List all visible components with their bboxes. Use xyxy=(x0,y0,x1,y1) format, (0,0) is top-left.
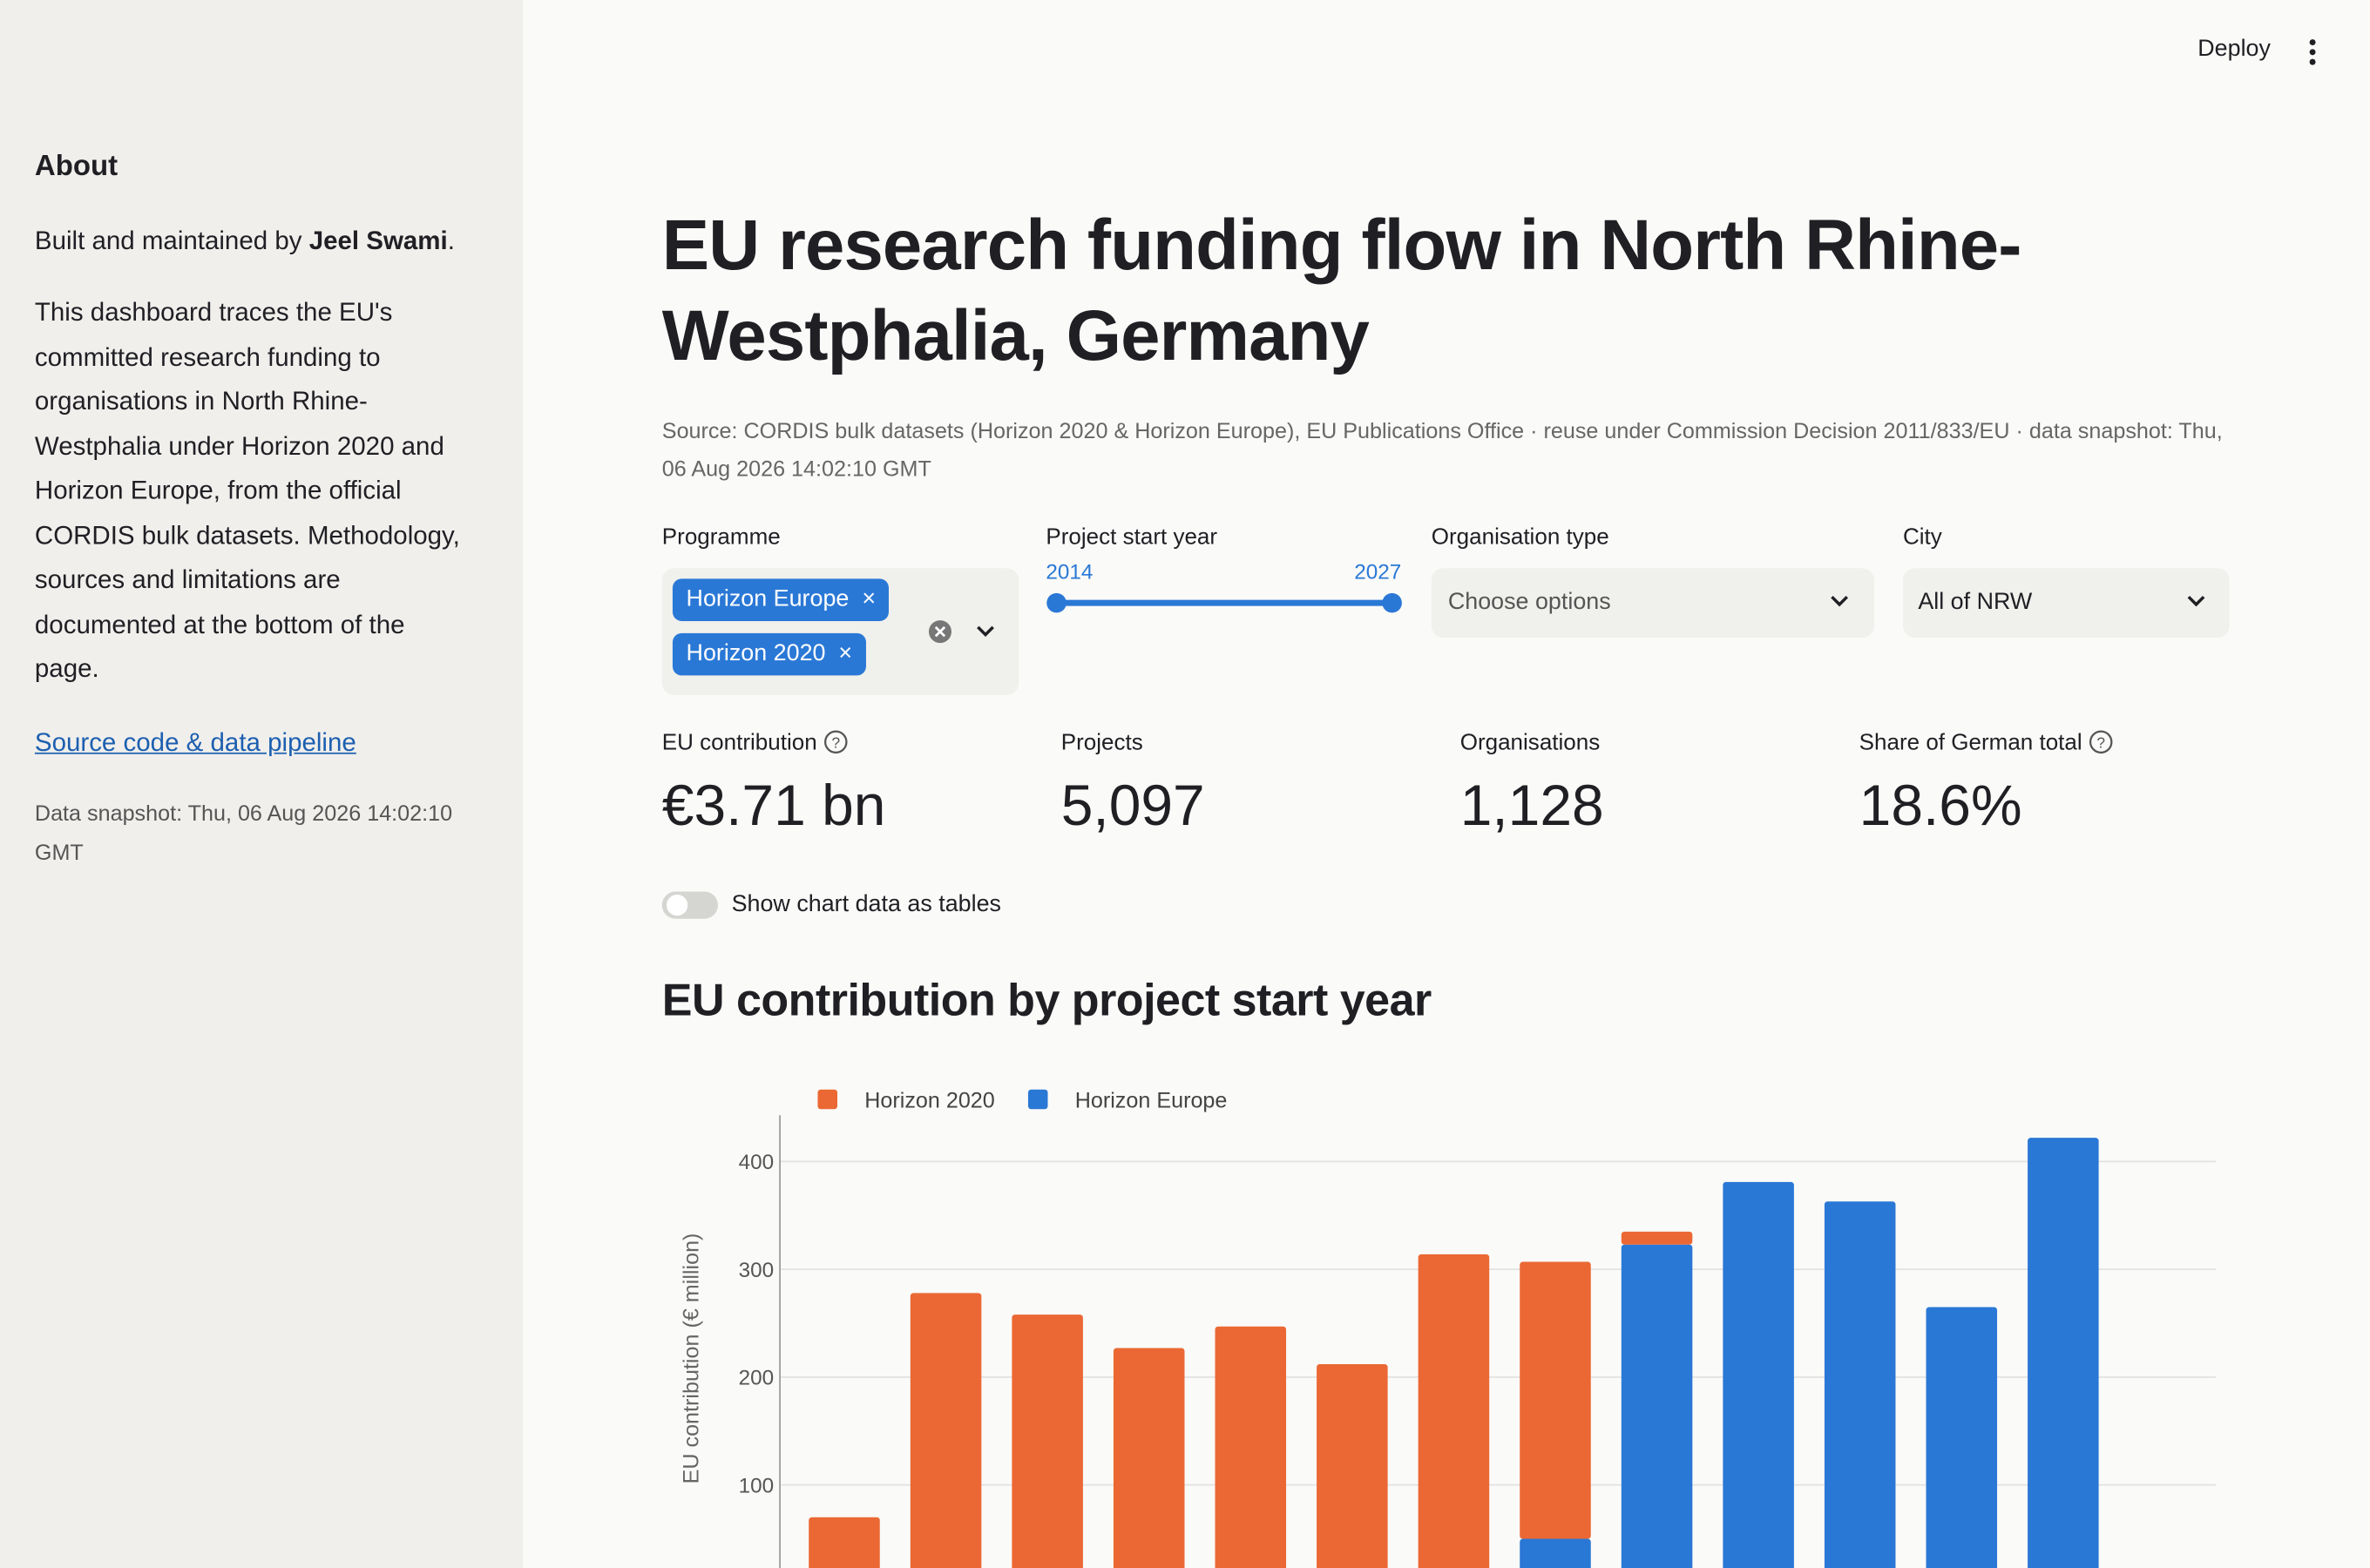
toggle-label: Show chart data as tables xyxy=(731,891,1001,917)
bar-segment xyxy=(1520,1538,1591,1568)
chart-title: EU contribution by project start year xyxy=(661,976,1432,1026)
y-tick-label: 400 xyxy=(739,1151,775,1174)
metric-label: EU contribution xyxy=(661,729,817,756)
bar-segment xyxy=(1317,1364,1388,1568)
filter-label: City xyxy=(1902,524,1942,551)
y-tick-label: 200 xyxy=(739,1367,775,1390)
chip-text: Horizon 2020 xyxy=(686,640,826,666)
author: Jeel Swami xyxy=(308,226,448,256)
city-select[interactable]: All of NRW xyxy=(1902,568,2230,639)
slider-min: 2014 xyxy=(1046,558,1094,584)
bar-segment xyxy=(1621,1244,1693,1568)
legend-swatch xyxy=(1027,1089,1048,1110)
page-title: EU research funding flow in North Rhine-… xyxy=(661,204,2022,375)
help-icon[interactable]: ? xyxy=(2089,730,2113,754)
metric: Organisations 1,128 xyxy=(1460,730,1823,851)
sidebar-snapshot: Data snapshot: Thu, 06 Aug 2026 14:02:10… xyxy=(34,802,453,866)
byline-prefix: Built and maintained by xyxy=(34,226,302,256)
chip[interactable]: Horizon 2020 × xyxy=(672,632,866,676)
bar-segment xyxy=(1012,1315,1083,1568)
description: This dashboard traces the EU's committed… xyxy=(34,297,460,684)
svg-text:?: ? xyxy=(2096,734,2105,752)
slider-max: 2027 xyxy=(1354,558,1402,584)
menu-icon[interactable] xyxy=(2300,37,2325,70)
bar-segment xyxy=(1418,1254,1490,1568)
svg-text:?: ? xyxy=(831,734,840,752)
filter-label: Programme xyxy=(661,524,781,551)
sidebar-heading: About xyxy=(34,151,118,183)
y-axis-label: EU contribution (€ million) xyxy=(679,1233,703,1484)
bar-segment xyxy=(1520,1261,1591,1539)
chip-text: Horizon Europe xyxy=(686,586,850,612)
org-select[interactable]: Choose options xyxy=(1431,568,1875,639)
y-tick-label: 300 xyxy=(739,1259,775,1282)
metric: EU contribution ? €3.71 bn xyxy=(662,730,1025,851)
chevron xyxy=(1831,595,1849,607)
source-link[interactable]: Source code & data pipeline xyxy=(34,728,356,758)
metric: Share of German total ? 18.6% xyxy=(1859,730,2222,851)
bar-segment xyxy=(1926,1307,1998,1568)
bar-segment xyxy=(1723,1181,1794,1568)
chevron xyxy=(2187,595,2205,607)
metric-value: 18.6% xyxy=(1859,774,2022,839)
sidebar: About Built and maintained by Jeel Swami… xyxy=(0,0,524,1568)
placeholder: Choose options xyxy=(1447,589,1611,616)
metric-value: 5,097 xyxy=(1060,774,1205,839)
byline: Built and maintained by Jeel Swami. xyxy=(35,220,488,264)
metric: Projects 5,097 xyxy=(1061,730,1424,851)
year-slider[interactable] xyxy=(1043,590,1409,617)
chip-list: Horizon Europe × Horizon 2020 × xyxy=(672,578,915,687)
bar-segment xyxy=(1215,1326,1287,1568)
filter-label: Project start year xyxy=(1046,524,1218,551)
bar-segment xyxy=(910,1293,982,1568)
legend-label: Horizon 2020 xyxy=(864,1089,995,1113)
metric-value: 1,128 xyxy=(1459,774,1604,839)
deploy-button[interactable]: Deploy xyxy=(2197,36,2271,63)
programme-select[interactable]: Horizon Europe × Horizon 2020 × xyxy=(661,568,1019,695)
metric-label: Projects xyxy=(1060,729,1143,756)
metric-value: €3.71 bn xyxy=(661,774,886,839)
bar-segment xyxy=(1113,1348,1185,1568)
bar-segment xyxy=(809,1517,880,1568)
legend-label: Horizon Europe xyxy=(1075,1089,1228,1113)
byline-suffix: . xyxy=(447,226,455,256)
metric-label: Share of German total xyxy=(1859,729,2082,756)
chart: 100 200 300 400 EU contribution (€ million) H… xyxy=(679,1089,2217,1568)
bar-segment xyxy=(1824,1201,1896,1568)
toggle[interactable] xyxy=(661,890,720,921)
filter-label: Organisation type xyxy=(1431,524,1609,551)
chip[interactable]: Horizon Europe × xyxy=(672,578,890,621)
help-icon[interactable]: ? xyxy=(823,730,848,754)
bar-segment xyxy=(2028,1138,2099,1568)
legend-swatch xyxy=(817,1089,838,1110)
bar-segment xyxy=(1621,1231,1693,1245)
city-value: All of NRW xyxy=(1918,589,2033,616)
source-note: Source: CORDIS bulk datasets (Horizon 20… xyxy=(661,420,2223,483)
y-tick-label: 100 xyxy=(739,1474,775,1497)
metric-label: Organisations xyxy=(1459,729,1601,756)
select-icons xyxy=(928,620,994,644)
